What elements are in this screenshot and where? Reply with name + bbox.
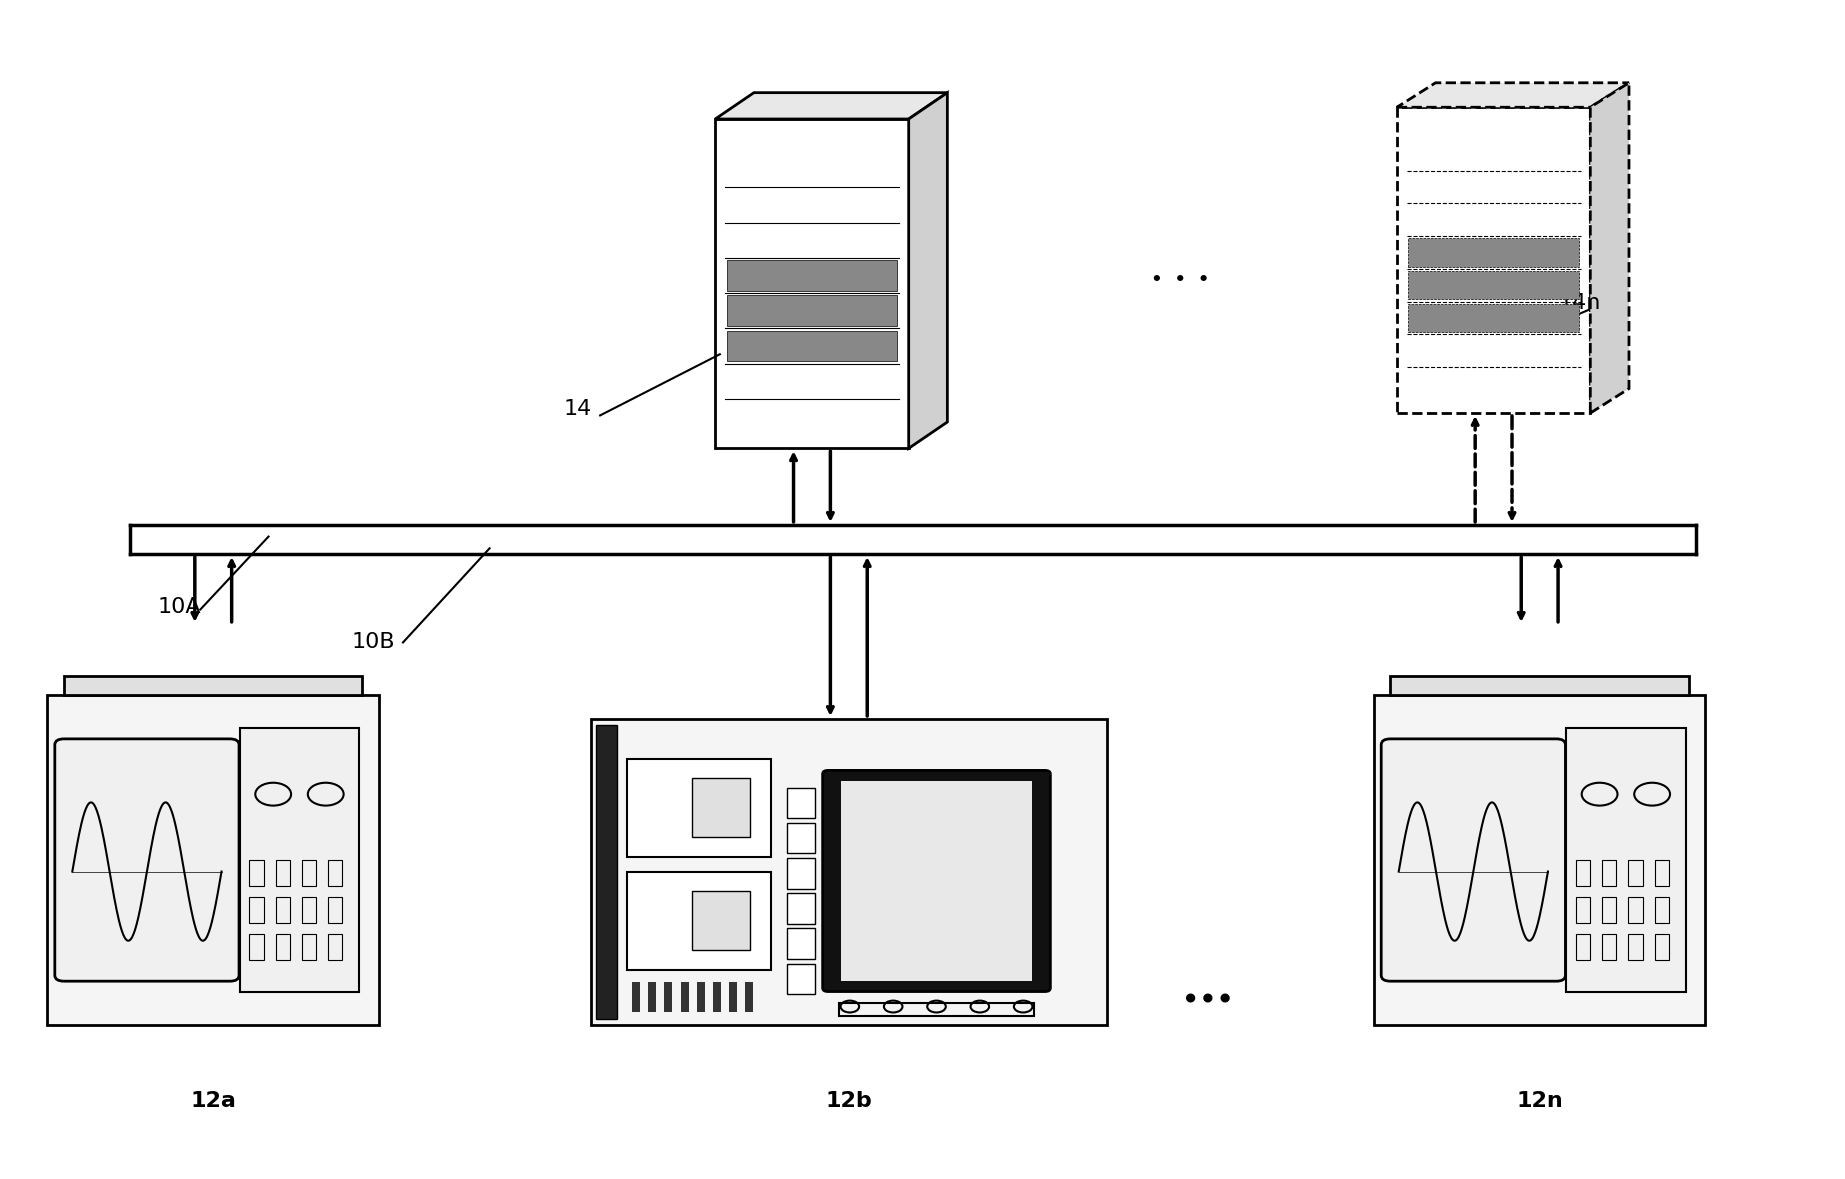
Text: 12a: 12a bbox=[190, 1091, 236, 1111]
Polygon shape bbox=[716, 93, 946, 119]
Text: ...: ... bbox=[1183, 964, 1234, 1014]
Polygon shape bbox=[1391, 676, 1688, 696]
Bar bbox=[328, 859, 343, 887]
Bar bbox=[788, 823, 815, 854]
Bar bbox=[841, 780, 1031, 981]
Bar bbox=[1629, 859, 1642, 887]
Bar bbox=[328, 897, 343, 923]
Polygon shape bbox=[65, 676, 362, 696]
Text: 10B: 10B bbox=[351, 632, 395, 652]
Bar bbox=[275, 897, 290, 923]
Bar bbox=[303, 934, 315, 960]
Bar bbox=[1655, 859, 1670, 887]
Polygon shape bbox=[48, 696, 378, 1025]
Bar bbox=[303, 897, 315, 923]
Polygon shape bbox=[910, 93, 946, 448]
Bar bbox=[596, 725, 616, 1019]
Bar bbox=[275, 859, 290, 887]
Text: 12n: 12n bbox=[1517, 1091, 1563, 1111]
Polygon shape bbox=[1375, 696, 1705, 1025]
Bar bbox=[788, 894, 815, 924]
Polygon shape bbox=[727, 261, 897, 291]
Bar bbox=[648, 982, 657, 1013]
Polygon shape bbox=[1408, 271, 1579, 299]
Bar bbox=[664, 982, 672, 1013]
Bar bbox=[249, 859, 264, 887]
Bar bbox=[788, 928, 815, 959]
Polygon shape bbox=[240, 729, 360, 992]
Bar bbox=[788, 963, 815, 994]
Bar bbox=[1576, 859, 1590, 887]
Bar bbox=[692, 891, 749, 950]
Bar bbox=[1655, 934, 1670, 960]
Bar bbox=[1576, 897, 1590, 923]
Bar bbox=[275, 934, 290, 960]
Polygon shape bbox=[1566, 729, 1686, 992]
Bar bbox=[745, 982, 753, 1013]
Bar bbox=[249, 934, 264, 960]
Bar bbox=[788, 858, 815, 889]
Polygon shape bbox=[1408, 304, 1579, 332]
Bar bbox=[681, 982, 688, 1013]
Polygon shape bbox=[727, 296, 897, 327]
Bar bbox=[1629, 897, 1642, 923]
Polygon shape bbox=[590, 719, 1107, 1025]
FancyBboxPatch shape bbox=[1382, 739, 1565, 981]
Bar bbox=[1601, 859, 1616, 887]
Polygon shape bbox=[727, 331, 897, 361]
Bar bbox=[303, 859, 315, 887]
Text: 12b: 12b bbox=[825, 1091, 873, 1111]
Text: . . .: . . . bbox=[1151, 256, 1210, 289]
Text: 14: 14 bbox=[563, 399, 592, 419]
Bar bbox=[729, 982, 736, 1013]
Bar bbox=[1655, 897, 1670, 923]
Bar bbox=[839, 1003, 1033, 1015]
Text: 10A: 10A bbox=[159, 597, 201, 617]
Text: 14n: 14n bbox=[1557, 294, 1600, 314]
Polygon shape bbox=[1397, 83, 1629, 107]
Bar bbox=[627, 871, 771, 969]
Bar bbox=[788, 788, 815, 818]
FancyBboxPatch shape bbox=[823, 770, 1050, 992]
FancyBboxPatch shape bbox=[55, 739, 240, 981]
Bar bbox=[712, 982, 721, 1013]
Bar bbox=[1629, 934, 1642, 960]
Bar bbox=[1601, 897, 1616, 923]
Bar bbox=[692, 778, 749, 837]
Bar bbox=[1576, 934, 1590, 960]
Polygon shape bbox=[1408, 238, 1579, 266]
Bar bbox=[328, 934, 343, 960]
Bar bbox=[1601, 934, 1616, 960]
Bar bbox=[697, 982, 705, 1013]
Bar bbox=[627, 758, 771, 856]
Polygon shape bbox=[1590, 83, 1629, 413]
Bar bbox=[249, 897, 264, 923]
Bar bbox=[633, 982, 640, 1013]
